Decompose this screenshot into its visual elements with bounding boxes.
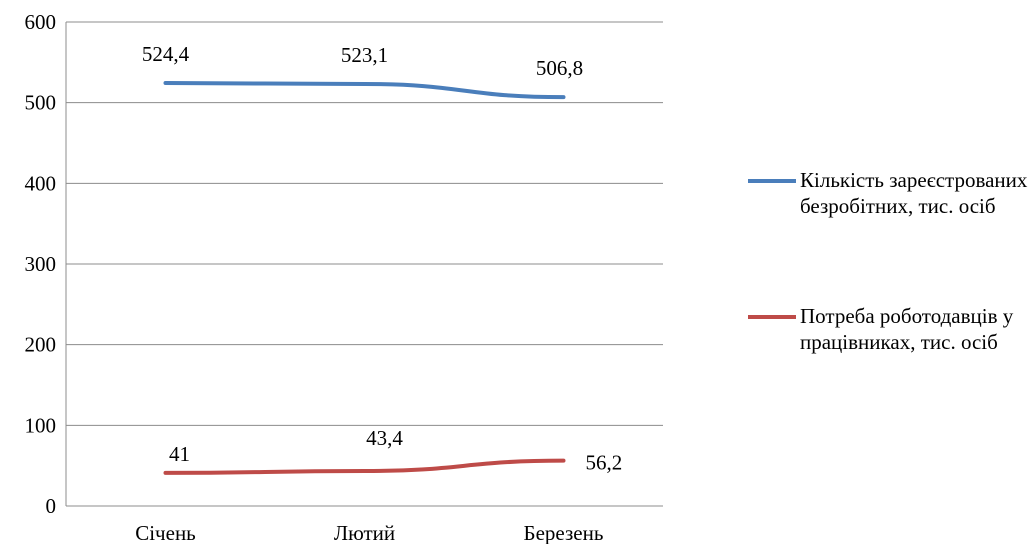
x-axis-ticks: Січень Лютий Березень [135,521,603,544]
series-line-1 [163,458,566,475]
legend-swatch-demand [748,315,796,319]
legend-swatch-unemployed [748,179,796,183]
x-tick-label: Січень [135,521,196,544]
grid-lines [65,21,663,507]
y-tick-label: 500 [25,91,57,115]
y-tick-label: 300 [25,252,57,276]
data-label: 506,8 [536,56,583,80]
y-tick-label: 100 [25,413,57,437]
y-tick-label: 0 [46,494,57,518]
x-tick-label: Березень [524,521,604,544]
x-tick-label: Лютий [334,521,395,544]
data-label: 43,4 [366,426,403,450]
legend-label-demand: Потреба роботодавців у працівниках, тис.… [800,304,1014,354]
legend-label-unemployed: Кількість зареєстрованих безробітних, ти… [800,168,1028,218]
data-label: 41 [169,442,190,466]
legend-item-unemployed: Кількість зареєстрованих безробітних, ти… [748,167,1035,219]
legend-item-demand: Потреба роботодавців у працівниках, тис.… [748,303,1035,355]
series-line-0 [163,80,566,100]
data-labels: 524,4 523,1 506,8 41 43,4 56,2 [142,42,622,475]
y-tick-label: 200 [25,333,57,357]
y-tick-label: 600 [25,10,57,34]
data-label: 524,4 [142,42,190,66]
data-label: 523,1 [341,43,388,67]
y-axis-ticks: 0 100 200 300 400 500 600 [25,10,57,518]
data-label: 56,2 [586,451,623,475]
y-tick-label: 400 [25,171,57,195]
series-lines [163,80,566,475]
